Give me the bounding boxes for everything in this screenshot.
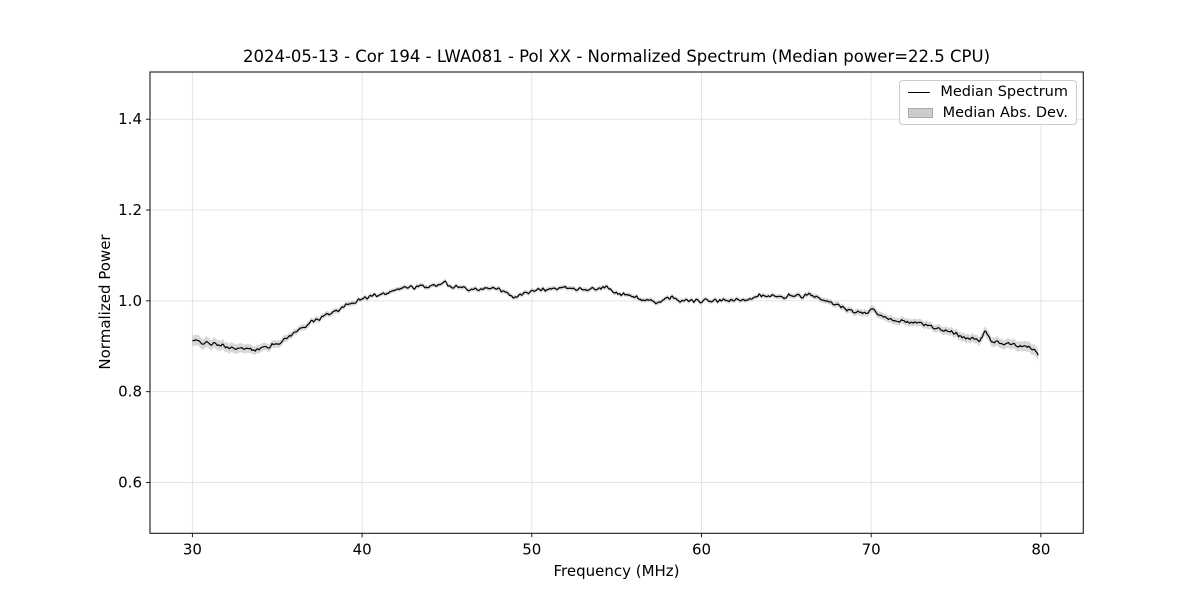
legend-item-median-spectrum: Median Spectrum bbox=[908, 83, 1068, 101]
legend-label: Median Abs. Dev. bbox=[942, 105, 1068, 121]
y-tick-label: 1.4 bbox=[118, 110, 142, 128]
legend-item-median-abs-dev: Median Abs. Dev. bbox=[908, 104, 1068, 122]
x-tick-label: 40 bbox=[353, 540, 372, 558]
legend: Median Spectrum Median Abs. Dev. bbox=[899, 80, 1077, 125]
y-tick-label: 1.2 bbox=[118, 201, 142, 219]
y-tick-label: 1.0 bbox=[118, 292, 142, 310]
line-swatch-icon bbox=[908, 91, 931, 93]
x-tick-label: 30 bbox=[183, 540, 202, 558]
x-tick-label: 70 bbox=[862, 540, 881, 558]
patch-swatch-icon bbox=[908, 108, 933, 118]
x-tick-label: 60 bbox=[692, 540, 711, 558]
legend-label: Median Spectrum bbox=[940, 84, 1068, 100]
x-tick-label: 80 bbox=[1031, 540, 1050, 558]
y-tick-label: 0.6 bbox=[118, 473, 142, 491]
y-tick-label: 0.8 bbox=[118, 383, 142, 401]
chart-title: 2024-05-13 - Cor 194 - LWA081 - Pol XX -… bbox=[242, 47, 991, 66]
x-tick-label: 50 bbox=[522, 540, 541, 558]
x-axis-label: Frequency (MHz) bbox=[553, 562, 680, 580]
